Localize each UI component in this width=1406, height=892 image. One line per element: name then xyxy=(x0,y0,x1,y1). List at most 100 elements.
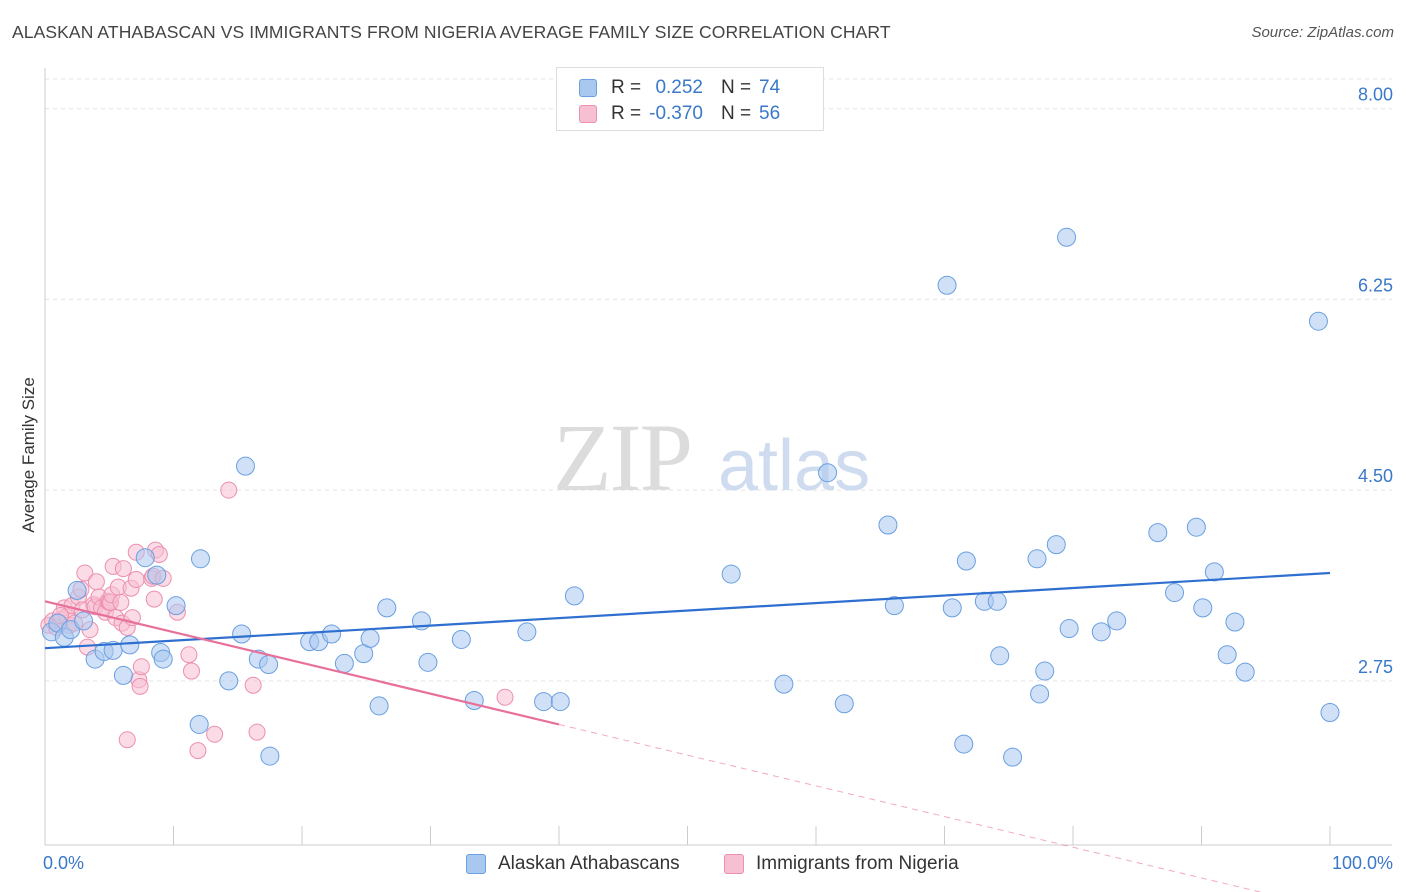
nigeria-point xyxy=(244,676,262,694)
nigeria-point xyxy=(206,725,224,743)
athabascan-point xyxy=(987,591,1007,611)
athabascan-point xyxy=(1107,611,1127,631)
athabascan-point xyxy=(954,734,974,754)
legend-n-label: N = xyxy=(721,77,752,98)
athabascan-point xyxy=(884,596,904,616)
athabascan-point xyxy=(1308,311,1328,331)
athabascan-point xyxy=(166,596,186,616)
legend-swatch-pink xyxy=(579,105,597,123)
athabascan-point xyxy=(190,549,210,569)
athabascan-point xyxy=(878,515,898,535)
athabascan-point xyxy=(67,580,87,600)
athabascan-point xyxy=(369,696,389,716)
legend-row-athabascan: R = 0.252 N = 74 xyxy=(579,76,780,100)
gridlines xyxy=(45,78,1392,682)
athabascan-point xyxy=(1059,619,1079,639)
athabascan-point xyxy=(334,653,354,673)
athabascan-point xyxy=(360,628,380,648)
nigeria-point xyxy=(118,731,136,749)
bottom-legend-label-blue: Alaskan Athabascans xyxy=(498,853,680,874)
nigeria-point xyxy=(132,658,150,676)
axes xyxy=(44,68,1392,846)
legend-swatch-blue xyxy=(579,79,597,97)
athabascan-point xyxy=(1035,661,1055,681)
athabascan-point xyxy=(259,655,279,675)
athabascan-point xyxy=(550,692,570,712)
y-tick-label: 6.25 xyxy=(1358,275,1393,295)
athabascan-point xyxy=(322,624,342,644)
athabascan-point xyxy=(1057,227,1077,247)
x-tick-label: 0.0% xyxy=(43,853,84,873)
athabascan-point xyxy=(721,564,741,584)
athabascan-point xyxy=(517,622,537,642)
athabascan-trend-line xyxy=(44,571,1331,650)
athabascan-point xyxy=(1027,549,1047,569)
athabascan-point xyxy=(1003,747,1023,767)
watermark-zip: ZIP xyxy=(553,404,691,511)
nigeria-trend-line xyxy=(44,600,560,726)
athabascan-point xyxy=(113,665,133,685)
chart-title: ALASKAN ATHABASCAN VS IMMIGRANTS FROM NI… xyxy=(12,22,891,42)
athabascan-point xyxy=(1235,662,1255,682)
nigeria-point xyxy=(220,481,238,499)
source-credit: Source: ZipAtlas.com xyxy=(1251,24,1394,41)
nigeria-point xyxy=(180,646,198,664)
athabascan-point xyxy=(235,456,255,476)
y-tick-label: 4.50 xyxy=(1358,466,1393,486)
athabascan-point xyxy=(260,746,280,766)
watermark: ZIP atlas xyxy=(553,404,870,511)
nigeria-point xyxy=(131,677,149,695)
y-axis-title: Average Family Size xyxy=(19,377,38,533)
athabascan-point xyxy=(1217,645,1237,665)
bottom-legend-label-pink: Immigrants from Nigeria xyxy=(756,853,959,874)
athabascan-point xyxy=(774,674,794,694)
athabascan-point xyxy=(942,598,962,618)
athabascan-point xyxy=(232,624,252,644)
tick-labels: 2.75 4.50 6.25 8.00 0.0% 100.0% xyxy=(43,85,1393,873)
legend-n-label: N = xyxy=(721,103,752,124)
athabascan-point xyxy=(1030,684,1050,704)
athabascan-point xyxy=(153,649,173,669)
nigeria-point xyxy=(248,723,266,741)
nigeria-point xyxy=(112,593,130,611)
correlation-legend: R = 0.252 N = 74 R = -0.370 N = 56 xyxy=(556,67,824,131)
athabascan-point xyxy=(834,694,854,714)
nigeria-point xyxy=(496,688,514,706)
bottom-legend-swatch-pink xyxy=(724,854,744,874)
athabascan-point xyxy=(818,463,838,483)
athabascan-point xyxy=(1148,523,1168,543)
athabascan-point xyxy=(1204,562,1224,582)
bottom-legend-swatch-blue xyxy=(466,854,486,874)
legend-r-label: R = xyxy=(611,103,642,124)
athabascan-point xyxy=(219,671,239,691)
athabascan-point xyxy=(1320,702,1340,722)
athabascan-point xyxy=(990,646,1010,666)
bottom-legend-nigeria: Immigrants from Nigeria xyxy=(724,852,959,876)
nigeria-point xyxy=(182,662,200,680)
watermark-atlas: atlas xyxy=(718,426,870,506)
athabascan-point xyxy=(135,548,155,568)
nigeria-point xyxy=(189,742,207,760)
athabascan-point xyxy=(1225,612,1245,632)
nigeria-points xyxy=(40,481,514,760)
legend-n-value: 74 xyxy=(759,77,781,98)
athabascan-point xyxy=(1186,517,1206,537)
athabascan-point xyxy=(418,652,438,672)
athabascan-point xyxy=(120,635,140,655)
nigeria-point xyxy=(127,571,145,589)
athabascan-point xyxy=(956,551,976,571)
legend-r-label: R = xyxy=(611,77,642,98)
nigeria-point xyxy=(87,573,105,591)
athabascan-point xyxy=(451,629,471,649)
legend-r-value: 0.252 xyxy=(655,77,703,98)
y-tick-label: 2.75 xyxy=(1358,657,1393,677)
nigeria-trend-extension xyxy=(558,723,1263,892)
y-tick-label: 8.00 xyxy=(1358,85,1393,105)
legend-r-value: -0.370 xyxy=(649,103,703,124)
athabascan-point xyxy=(564,586,584,606)
athabascan-point xyxy=(1091,622,1111,642)
nigeria-point xyxy=(145,590,163,608)
nigeria-point xyxy=(114,560,132,578)
nigeria-point xyxy=(76,564,94,582)
bottom-legend-athabascan: Alaskan Athabascans xyxy=(466,852,680,876)
